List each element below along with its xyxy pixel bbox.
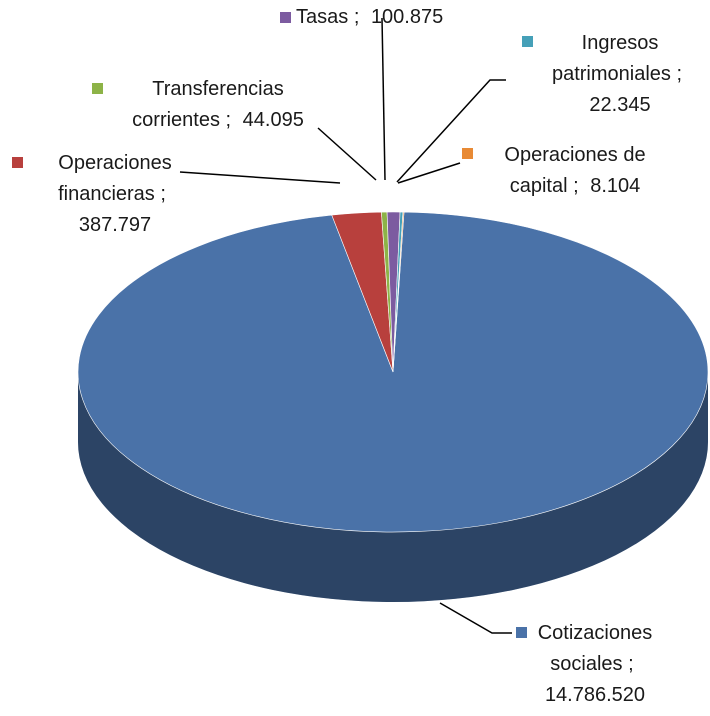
value-label: 22.345 <box>589 94 651 116</box>
label-separator: ; <box>160 183 166 205</box>
legend-marker <box>462 148 473 159</box>
label-separator: ; <box>573 175 579 197</box>
value-label: 100.875 <box>370 6 444 28</box>
category-label: Cotizaciones sociales <box>537 622 653 675</box>
value-label: 14.786.520 <box>544 684 646 706</box>
leader-line <box>396 79 506 183</box>
category-label: Operaciones de capital <box>504 144 646 197</box>
data-label: Transferencias corrientes ; 44.095 <box>108 74 328 136</box>
data-label: Tasas ; 100.875 <box>296 2 496 33</box>
leader-line <box>397 162 461 184</box>
data-label: Ingresos patrimoniales ; 22.345 <box>545 28 695 121</box>
label-separator: ; <box>676 63 683 85</box>
value-label: 387.797 <box>78 214 152 236</box>
leader-line <box>381 17 386 181</box>
data-label: Cotizaciones sociales ; 14.786.520 <box>510 618 680 711</box>
leader-line <box>179 171 341 184</box>
leader-line <box>439 602 512 634</box>
category-label: Ingresos patrimoniales <box>551 32 671 85</box>
label-separator: ; <box>225 109 232 131</box>
data-label: Operaciones financieras ; 387.797 <box>30 148 200 241</box>
slice <box>77 211 709 533</box>
value-label: 44.095 <box>242 109 304 131</box>
category-label: Operaciones financieras <box>58 152 172 205</box>
slice <box>392 211 405 373</box>
data-label: Operaciones de capital ; 8.104 <box>480 140 670 202</box>
label-separator: ; <box>628 653 634 675</box>
slice-side-shade <box>78 372 708 602</box>
value-label: 8.104 <box>590 175 641 197</box>
legend-marker <box>12 157 23 168</box>
legend-marker <box>522 36 533 47</box>
category-label: Transferencias corrientes <box>132 78 284 131</box>
category-label: Tasas <box>296 6 349 28</box>
label-separator: ; <box>353 6 360 28</box>
legend-marker <box>516 627 527 638</box>
legend-marker <box>280 12 291 23</box>
slice-side <box>78 372 708 602</box>
legend-marker <box>92 83 103 94</box>
leader-line <box>317 127 377 181</box>
